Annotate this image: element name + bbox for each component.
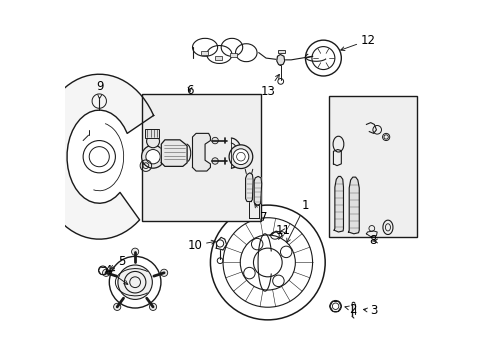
Circle shape [211, 158, 218, 164]
Text: 5: 5 [110, 255, 125, 269]
Text: 9: 9 [97, 80, 104, 99]
Text: 1: 1 [286, 199, 308, 242]
Text: 7: 7 [254, 203, 267, 224]
Bar [328, 96, 416, 237]
Polygon shape [245, 173, 253, 202]
Circle shape [149, 303, 156, 310]
Circle shape [142, 145, 164, 168]
Circle shape [160, 269, 167, 276]
Circle shape [113, 303, 121, 310]
Polygon shape [333, 176, 343, 232]
Circle shape [146, 135, 159, 148]
Text: 2: 2 [344, 303, 356, 316]
Polygon shape [348, 177, 359, 234]
Text: 13: 13 [260, 75, 279, 98]
Circle shape [102, 269, 109, 276]
Text: 12: 12 [340, 33, 375, 51]
Polygon shape [276, 54, 284, 65]
Bar [215, 56, 222, 60]
Bar [144, 129, 159, 138]
Text: 4: 4 [104, 264, 127, 284]
Polygon shape [254, 176, 261, 205]
Circle shape [211, 137, 218, 144]
Bar [230, 53, 237, 57]
Text: 10: 10 [187, 239, 215, 252]
Text: 11: 11 [275, 224, 290, 238]
Bar [277, 50, 285, 53]
Bar [201, 50, 207, 55]
Text: 3: 3 [363, 305, 377, 318]
Circle shape [145, 149, 160, 164]
Text: 6: 6 [186, 84, 193, 97]
Circle shape [118, 265, 152, 300]
Polygon shape [37, 74, 153, 239]
Polygon shape [161, 140, 187, 166]
Polygon shape [192, 134, 210, 171]
Circle shape [131, 248, 139, 255]
Bar [142, 94, 260, 221]
Circle shape [233, 149, 248, 165]
Text: 8: 8 [368, 234, 377, 247]
Circle shape [228, 145, 252, 168]
Circle shape [83, 140, 115, 173]
